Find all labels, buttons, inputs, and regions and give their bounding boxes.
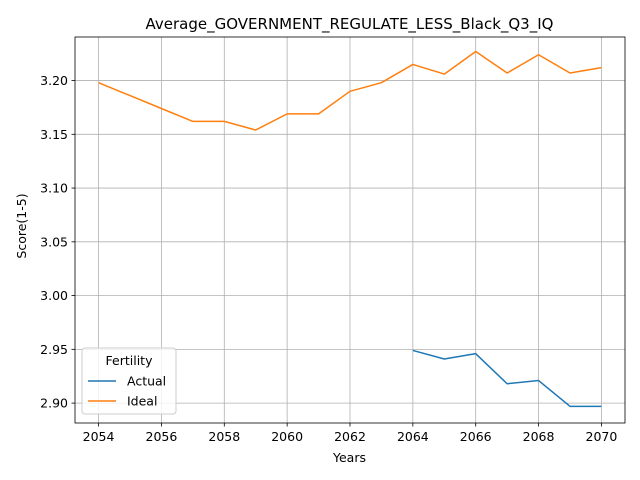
x-tick-label: 2054: [83, 429, 115, 444]
legend: Fertility Actual Ideal: [81, 347, 177, 415]
x-tick-label: 2068: [523, 429, 555, 444]
x-tick-label: 2066: [460, 429, 492, 444]
legend-title: Fertility: [106, 353, 154, 368]
legend-label-actual: Actual: [127, 374, 166, 389]
y-axis-ticks: 2.90 2.95 3.00 3.05 3.10 3.15 3.20: [40, 73, 75, 411]
y-tick-label: 3.05: [40, 234, 68, 249]
y-tick-label: 3.20: [40, 73, 68, 88]
x-tick-label: 2070: [586, 429, 618, 444]
x-tick-label: 2064: [397, 429, 429, 444]
series-line-ideal: [98, 50, 602, 131]
x-tick-label: 2060: [271, 429, 303, 444]
x-tick-label: 2058: [208, 429, 240, 444]
legend-label-ideal: Ideal: [127, 394, 157, 409]
series-lines: [98, 50, 602, 408]
y-axis-label: Score(1-5): [14, 193, 29, 258]
series-line-actual: [412, 349, 602, 408]
y-tick-label: 2.95: [40, 342, 68, 357]
x-axis-label: Years: [332, 450, 366, 465]
x-tick-label: 2062: [334, 429, 366, 444]
y-tick-label: 2.90: [40, 396, 68, 411]
chart-title: Average_GOVERNMENT_REGULATE_LESS_Black_Q…: [146, 15, 554, 34]
y-tick-label: 3.00: [40, 288, 68, 303]
y-tick-label: 3.15: [40, 127, 68, 142]
x-tick-label: 2056: [146, 429, 178, 444]
legend-box: [81, 347, 177, 415]
y-tick-label: 3.10: [40, 181, 68, 196]
x-axis-ticks: 2054 2056 2058 2060 2062 2064 2066 2068 2070: [83, 423, 618, 444]
